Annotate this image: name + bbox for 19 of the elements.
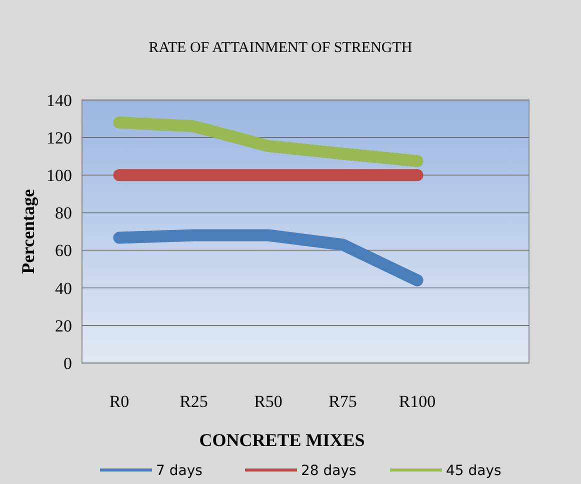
- x-tick-label: R50: [254, 392, 282, 411]
- y-tick-label: 80: [55, 204, 72, 223]
- y-tick-label: 20: [55, 316, 72, 336]
- legend-label: 7 days: [156, 462, 202, 479]
- y-tick-label: 0: [64, 354, 72, 373]
- y-tick-label: 140: [46, 90, 72, 110]
- x-tick-label: R100: [398, 392, 436, 411]
- x-tick-label: R25: [180, 392, 208, 411]
- legend-label: 45 days: [446, 462, 502, 479]
- y-tick-label: 120: [46, 128, 72, 148]
- y-tick-label: 100: [46, 166, 72, 186]
- y-tick-label: 40: [55, 278, 72, 298]
- x-tick-label: R0: [109, 392, 130, 411]
- y-axis-title: Percentage: [18, 189, 38, 274]
- x-axis-title: CONCRETE MIXES: [199, 430, 365, 450]
- y-tick-label: 60: [55, 241, 72, 260]
- chart-title: RATE OF ATTAINMENT OF STRENGTH: [148, 40, 412, 56]
- legend-label: 28 days: [301, 462, 356, 479]
- x-tick-label: R75: [328, 392, 357, 411]
